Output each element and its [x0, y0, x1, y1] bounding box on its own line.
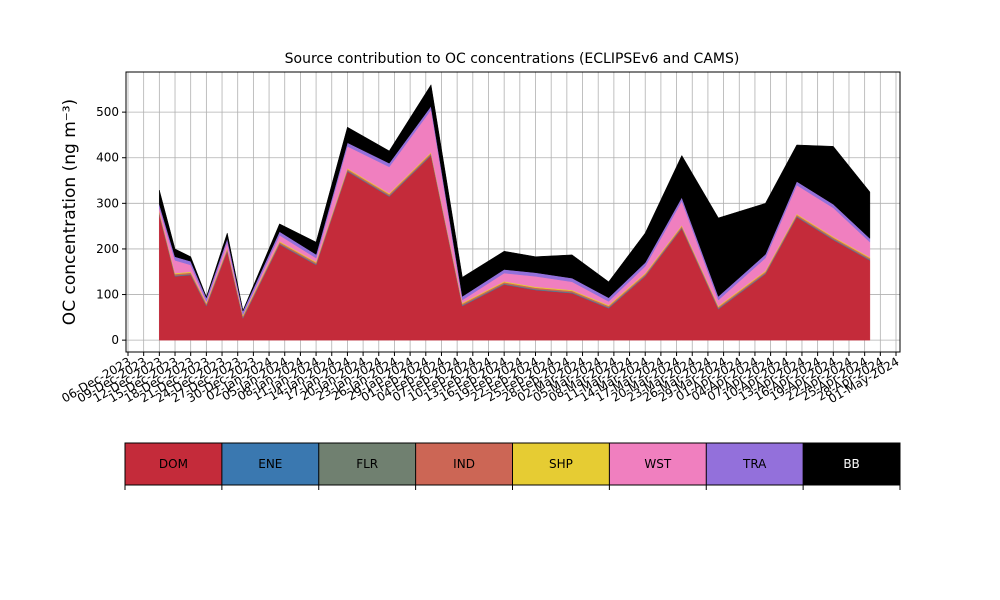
y-tick-label: 0 — [111, 333, 119, 347]
legend-swatch — [609, 443, 707, 485]
legend-swatch — [803, 443, 900, 485]
plot-frame — [125, 71, 901, 353]
legend-label: ENE — [258, 457, 282, 471]
chart-title: Source contribution to OC concentrations… — [285, 51, 740, 67]
y-tick-label: 100 — [96, 288, 119, 302]
legend-label: IND — [453, 457, 475, 471]
legend-swatch — [221, 443, 319, 485]
legend-label: FLR — [356, 457, 378, 471]
legend-swatch — [318, 443, 416, 485]
legend-label: DOM — [159, 457, 188, 471]
legend-label: SHP — [549, 457, 573, 471]
area — [159, 84, 871, 312]
legend-swatch — [125, 443, 222, 485]
y-tick-label: 200 — [96, 242, 119, 256]
y-tick-label: 300 — [96, 196, 119, 210]
y-tick-label: 500 — [96, 105, 119, 119]
legend-swatch — [415, 443, 513, 485]
legend-label: WST — [644, 457, 671, 471]
y-tick-label: 400 — [96, 151, 119, 165]
legend-label: BB — [843, 457, 859, 471]
legend-swatch — [512, 443, 610, 485]
y-axis-label: OC concentration (ng m⁻³) — [60, 99, 80, 325]
legend-label: TRA — [742, 457, 767, 471]
legend-swatch — [706, 443, 804, 485]
